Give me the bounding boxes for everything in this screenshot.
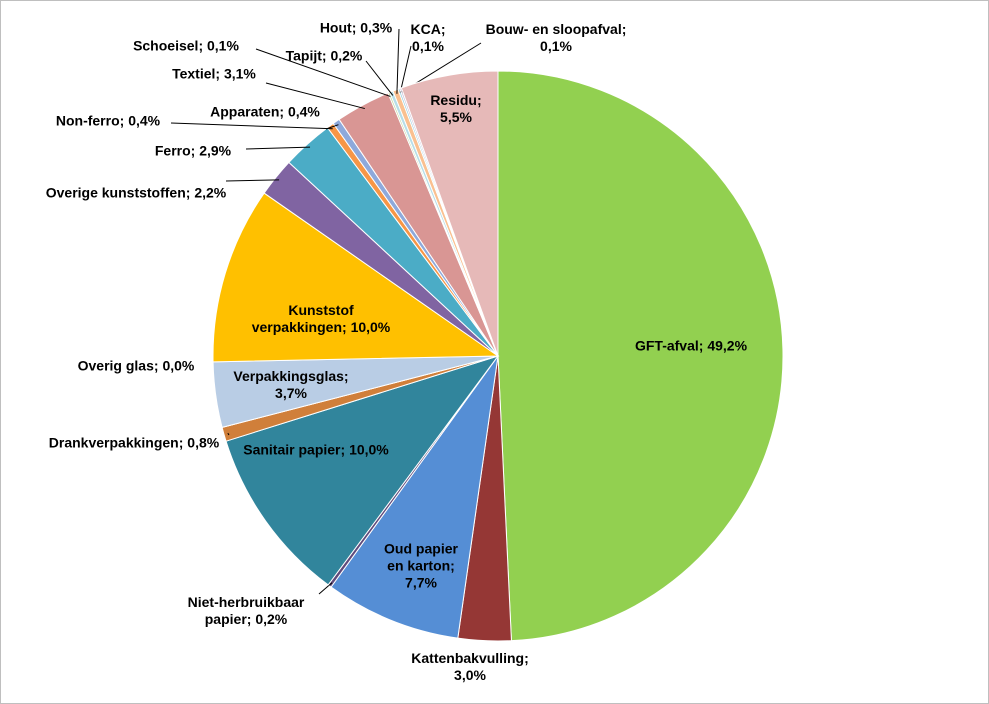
- label-value: 3,7%: [275, 385, 307, 401]
- label-value: 10,0%: [349, 441, 389, 458]
- leader-line: [227, 432, 230, 436]
- label-separator: ;: [198, 37, 207, 54]
- label-category: Bouw- en sloopafval: [485, 21, 622, 37]
- label-value: 0,2%: [330, 47, 363, 64]
- label-category: Kunststof verpakkingen: [251, 302, 354, 335]
- label-category: Residu: [430, 92, 477, 108]
- label-separator: ;: [153, 357, 163, 374]
- label-category: Overig glas: [77, 357, 154, 374]
- label-separator: ;: [321, 47, 331, 64]
- label-separator: ;: [351, 19, 361, 36]
- data-label: Ferro; 2,9%: [133, 143, 253, 160]
- data-label: GFT-afval; 49,2%: [581, 338, 801, 355]
- leader-line: [396, 28, 400, 94]
- data-label: Non-ferro; 0,4%: [43, 113, 173, 130]
- label-separator: ;: [477, 92, 482, 108]
- data-label: Kunststof verpakkingen; 10,0%: [241, 302, 401, 336]
- leader-line: [318, 582, 333, 595]
- label-separator: ;: [342, 319, 351, 335]
- label-value: 0,3%: [360, 19, 393, 36]
- pie-slice: [497, 70, 784, 642]
- leader-line: [225, 179, 280, 182]
- label-separator: ;: [190, 142, 200, 159]
- leader-line: [399, 45, 412, 93]
- label-separator: ;: [279, 103, 288, 120]
- label-value: 0,1%: [207, 37, 239, 54]
- label-value: 10,0%: [350, 319, 391, 335]
- label-separator: ;: [185, 184, 195, 201]
- label-value: 5,5%: [440, 109, 472, 125]
- label-separator: ;: [340, 441, 350, 458]
- label-separator: ;: [178, 434, 188, 451]
- pie-slice: [400, 70, 499, 357]
- data-label: Overige kunststoffen; 2,2%: [36, 185, 236, 202]
- data-label: Tapijt; 0,2%: [274, 48, 374, 65]
- label-value: 0,0%: [162, 357, 195, 374]
- label-category: Ferro: [154, 142, 191, 159]
- data-label: Residu; 5,5%: [421, 92, 491, 126]
- data-label: Apparaten; 0,4%: [190, 104, 340, 121]
- label-category: Non-ferro: [55, 112, 120, 129]
- label-value: 0,1%: [412, 38, 444, 54]
- data-label: Kattenbakvulling; 3,0%: [400, 650, 540, 684]
- leader-line: [170, 122, 333, 130]
- label-separator: ;: [246, 611, 256, 627]
- label-separator: ;: [343, 368, 349, 384]
- label-separator: ;: [698, 337, 708, 354]
- data-label: Schoeisel; 0,1%: [116, 38, 256, 55]
- label-category: Verpakkingsglas: [233, 368, 344, 384]
- label-value: 3,1%: [223, 65, 256, 82]
- label-separator: ;: [450, 557, 455, 574]
- leader-line: [365, 60, 394, 96]
- data-label: Verpakkingsglas; 3,7%: [221, 368, 361, 402]
- label-value: 7,7%: [405, 574, 437, 591]
- label-value: 2,2%: [194, 184, 227, 201]
- label-category: Niet-herbruikbaar papier: [187, 594, 305, 627]
- data-label: Oud papier en karton; 7,7%: [383, 541, 459, 592]
- label-category: Textiel: [172, 65, 216, 82]
- label-value: 0,8%: [187, 434, 220, 451]
- label-value: 0,2%: [255, 611, 288, 627]
- label-value: 3,0%: [454, 667, 486, 683]
- label-separator: ;: [119, 112, 129, 129]
- leader-line: [325, 124, 339, 130]
- label-value: 0,1%: [540, 38, 572, 54]
- leader-line: [245, 146, 311, 150]
- label-value: 49,2%: [707, 337, 748, 354]
- label-category: Sanitair papier: [243, 441, 341, 458]
- label-category: Overige kunststoffen: [45, 184, 186, 201]
- label-value: 0,4%: [128, 112, 161, 129]
- label-category: Tapijt: [285, 47, 322, 64]
- label-category: Hout: [319, 19, 352, 36]
- label-category: Apparaten: [210, 103, 280, 120]
- pie-slice: [225, 355, 500, 586]
- pie-slice: [212, 192, 500, 363]
- data-label: Bouw- en sloopafval; 0,1%: [481, 21, 631, 55]
- label-value: 2,9%: [199, 142, 232, 159]
- data-label: Hout; 0,3%: [301, 20, 411, 37]
- data-label: Overig glas; 0,0%: [36, 358, 236, 375]
- data-label: Textiel; 3,1%: [154, 66, 274, 83]
- data-label: Drankverpakkingen; 0,8%: [44, 435, 224, 452]
- label-separator: ;: [524, 650, 529, 666]
- label-value: 0,4%: [287, 103, 320, 120]
- pie-slice: [330, 355, 499, 639]
- label-separator: ;: [621, 21, 627, 37]
- data-label: Sanitair papier; 10,0%: [216, 442, 416, 459]
- label-category: KCA: [410, 21, 441, 37]
- label-category: GFT-afval: [634, 337, 699, 354]
- label-category: Kattenbakvulling: [411, 650, 525, 666]
- label-category: Drankverpakkingen: [48, 434, 179, 451]
- label-separator: ;: [215, 65, 224, 82]
- label-category: Oud papier en karton: [384, 540, 458, 574]
- leader-line: [255, 48, 391, 97]
- leader-line: [265, 82, 365, 110]
- data-label: KCA; 0,1%: [403, 21, 453, 55]
- data-label: Niet-herbruikbaar papier; 0,2%: [166, 594, 326, 628]
- label-separator: ;: [440, 21, 446, 37]
- label-category: Schoeisel: [133, 37, 199, 54]
